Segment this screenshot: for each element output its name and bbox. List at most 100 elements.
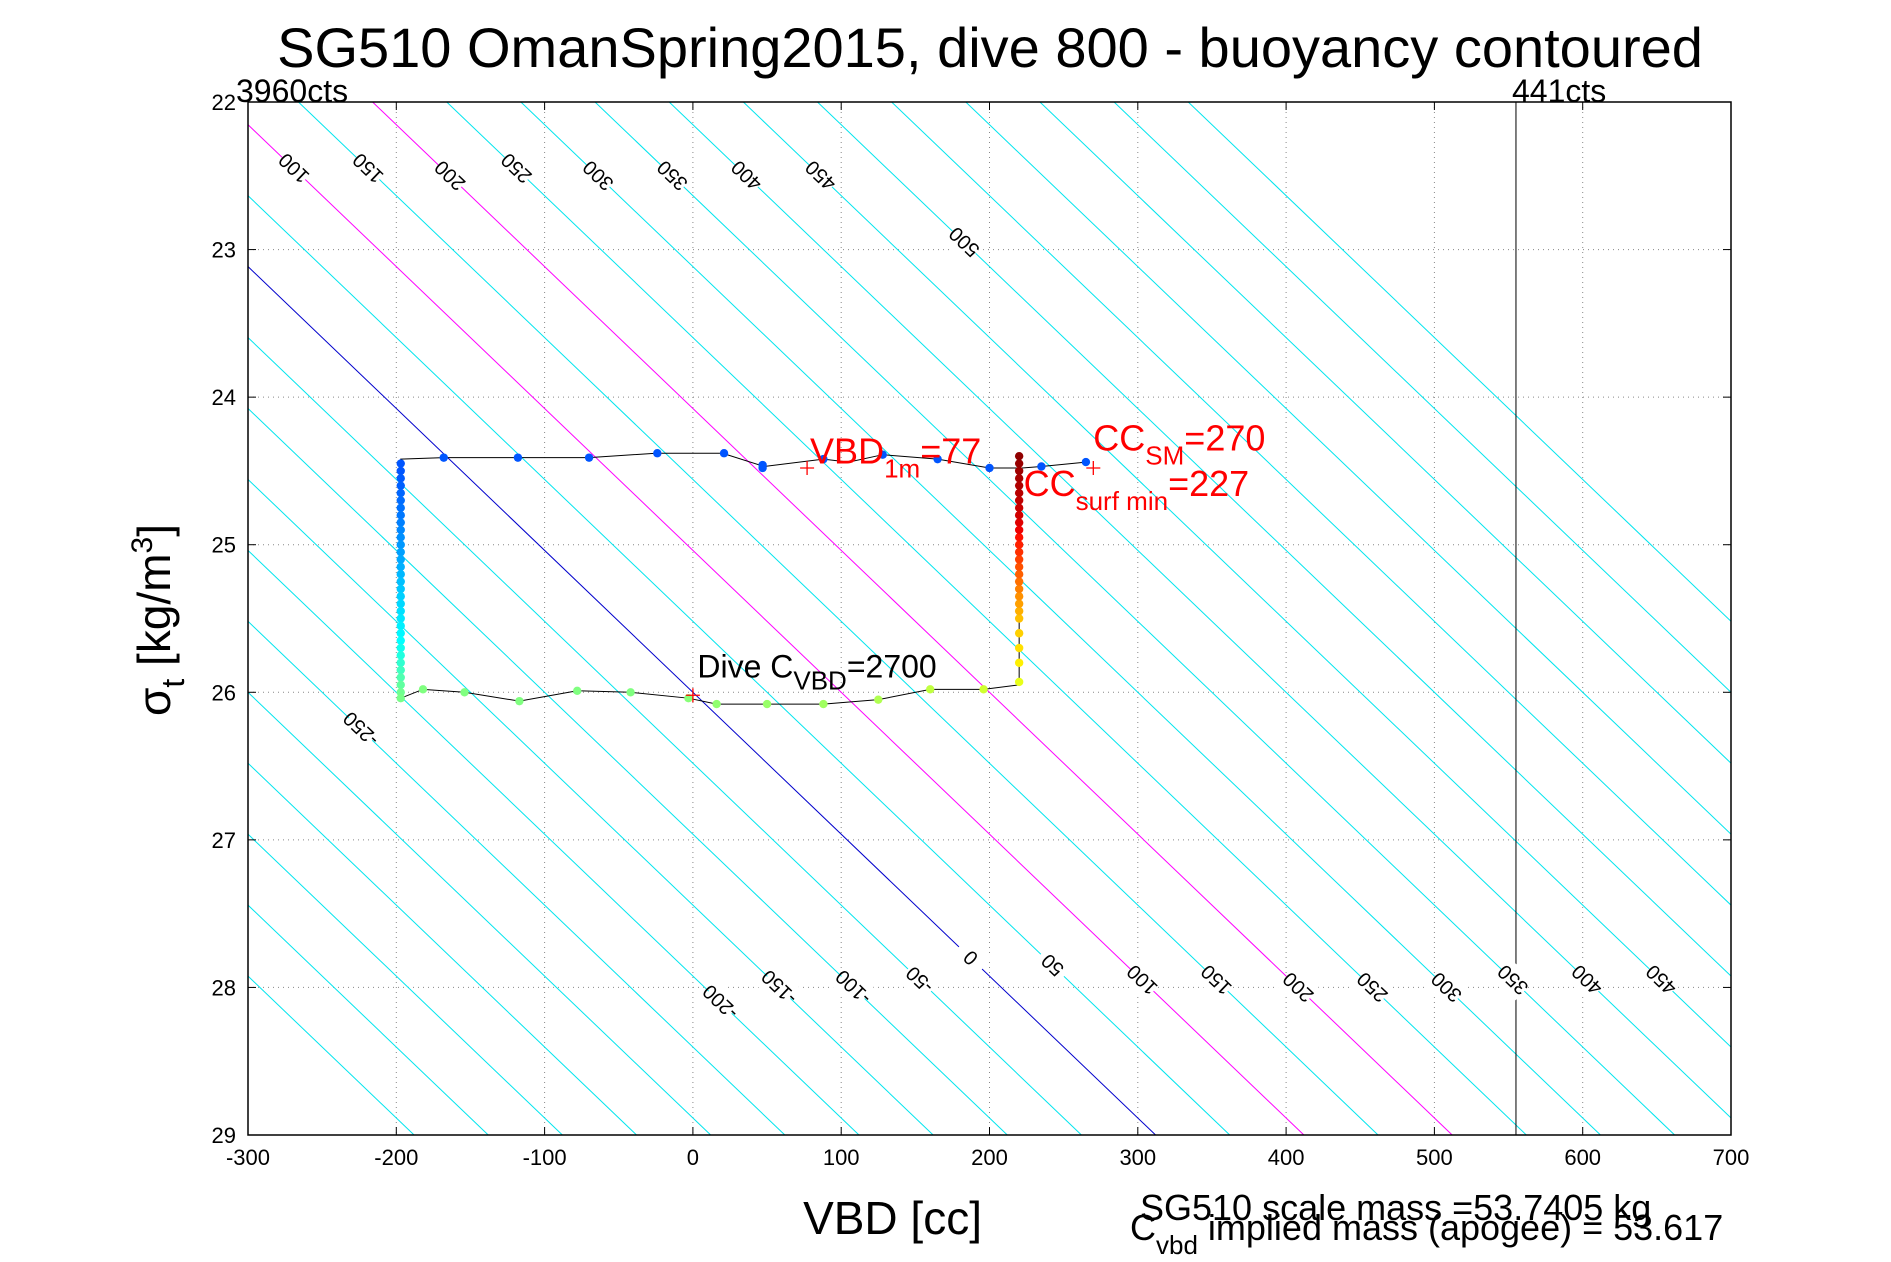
contour-label-bg [428, 154, 471, 197]
data-point [396, 643, 405, 653]
contour-label-bg [698, 981, 742, 1024]
vbd-1m-annotation-main: VBD [810, 431, 884, 472]
data-point [513, 453, 523, 462]
data-point [396, 665, 405, 675]
contour-line-750 [1187, 102, 1731, 623]
y-tick-label: 27 [212, 828, 236, 853]
contour-line--450 [248, 904, 489, 1135]
chart-title: SG510 OmanSpring2015, dive 800 - buoyanc… [277, 16, 1703, 79]
contour-line--200 [248, 549, 860, 1135]
data-point [396, 673, 405, 682]
y-tick-label: 28 [212, 975, 236, 1000]
count-label-right: 441cts [1512, 73, 1606, 109]
data-point [626, 688, 635, 697]
vbd-1m-annotation-subscript: 1m [884, 454, 920, 484]
x-tick-label: 700 [1713, 1145, 1750, 1170]
data-point [1014, 584, 1024, 594]
x-axis-label: VBD [cc] [803, 1192, 982, 1244]
contour-line-350 [594, 102, 1675, 1135]
data-point [584, 453, 594, 462]
data-point [396, 592, 405, 601]
data-point [1014, 459, 1024, 468]
implied-mass-footer: Cvbd implied mass (apogee) = 53.617 [1130, 1207, 1723, 1260]
y-tick-label: 26 [212, 680, 236, 705]
dive-c-vbd-annotation-subscript: VBD [793, 666, 846, 696]
data-point [1014, 511, 1024, 520]
contour-line-700 [1113, 102, 1731, 693]
data-point [1014, 503, 1024, 513]
contour-label-bg [898, 958, 941, 1002]
data-point [1014, 451, 1024, 461]
data-point [396, 474, 405, 483]
contour-line-200 [372, 102, 1453, 1135]
data-point [819, 454, 828, 464]
contour-line-600 [965, 102, 1731, 835]
data-point [1014, 474, 1024, 483]
contour-lines [248, 102, 1731, 1135]
data-point [396, 584, 405, 594]
data-point [396, 562, 405, 572]
x-tick-label: 100 [823, 1145, 860, 1170]
x-tick-label: 600 [1564, 1145, 1601, 1170]
y-axis-label-superscript: 3 [126, 537, 159, 554]
data-point [1014, 481, 1024, 490]
contour-label-bg [949, 936, 992, 980]
y-axis-label-symbol: σ [128, 688, 180, 716]
data-point [1014, 547, 1024, 557]
x-tick-label: -200 [374, 1145, 418, 1170]
contour-line-250 [446, 102, 1527, 1135]
cc-sm-annotation-value: =270 [1184, 417, 1265, 458]
contour-label-bg [272, 147, 315, 190]
cc-surf-min-annotation: CCsurf min=227 [1024, 463, 1250, 516]
contour-label-bg [1639, 958, 1683, 1002]
implied-mass-footer-text: implied mass (apogee) = 53.617 [1198, 1207, 1723, 1248]
contour-label-bg [494, 147, 538, 190]
y-tick-label: 24 [212, 385, 236, 410]
cc-surf-min-annotation-value: =227 [1168, 463, 1249, 504]
data-point [460, 688, 469, 697]
data-point [1014, 570, 1024, 579]
data-point [719, 449, 729, 458]
contour-line-100 [248, 124, 1305, 1135]
y-axis-label-unit: [kg/m [128, 553, 180, 665]
vbd-markers [685, 460, 1101, 703]
y-axis-ticks: 22 23 24 25 26 27 28 29 [212, 90, 1731, 1148]
data-point [396, 525, 405, 535]
contour-line--250 [248, 620, 786, 1135]
data-point [712, 699, 721, 709]
data-point [1014, 466, 1024, 476]
data-point [396, 570, 405, 579]
count-label-left: 3960cts [236, 73, 348, 109]
data-point [396, 533, 405, 542]
contour-line-500 [817, 102, 1731, 977]
contour-line-450 [742, 102, 1731, 1048]
data-point [979, 685, 988, 694]
contour-line-400 [668, 102, 1731, 1119]
data-point [396, 577, 405, 586]
contour-line--50 [248, 336, 1082, 1135]
data-point [396, 636, 405, 645]
contour-label-bg [1194, 958, 1238, 1002]
contour-line-150 [298, 102, 1379, 1135]
cc-sm-annotation: CCSM=270 [1093, 417, 1265, 470]
contour-line--350 [248, 762, 637, 1135]
data-point [396, 555, 405, 564]
data-point [1014, 555, 1024, 564]
data-point [1014, 533, 1024, 542]
data-point [439, 453, 448, 462]
data-point [1014, 643, 1024, 653]
data-point [418, 685, 428, 694]
data-point [1014, 488, 1024, 498]
contour-label-bg [346, 147, 390, 190]
dive-points [396, 449, 1091, 709]
y-axis-label-space [128, 666, 180, 679]
grid [248, 102, 1731, 1135]
y-tick-label: 23 [212, 238, 236, 263]
data-point [1014, 518, 1024, 527]
data-point [396, 481, 405, 490]
contour-label-bg [942, 221, 986, 264]
data-point [1014, 592, 1024, 601]
plus-marker [800, 460, 815, 475]
data-point [396, 599, 405, 608]
data-point [1014, 496, 1024, 505]
